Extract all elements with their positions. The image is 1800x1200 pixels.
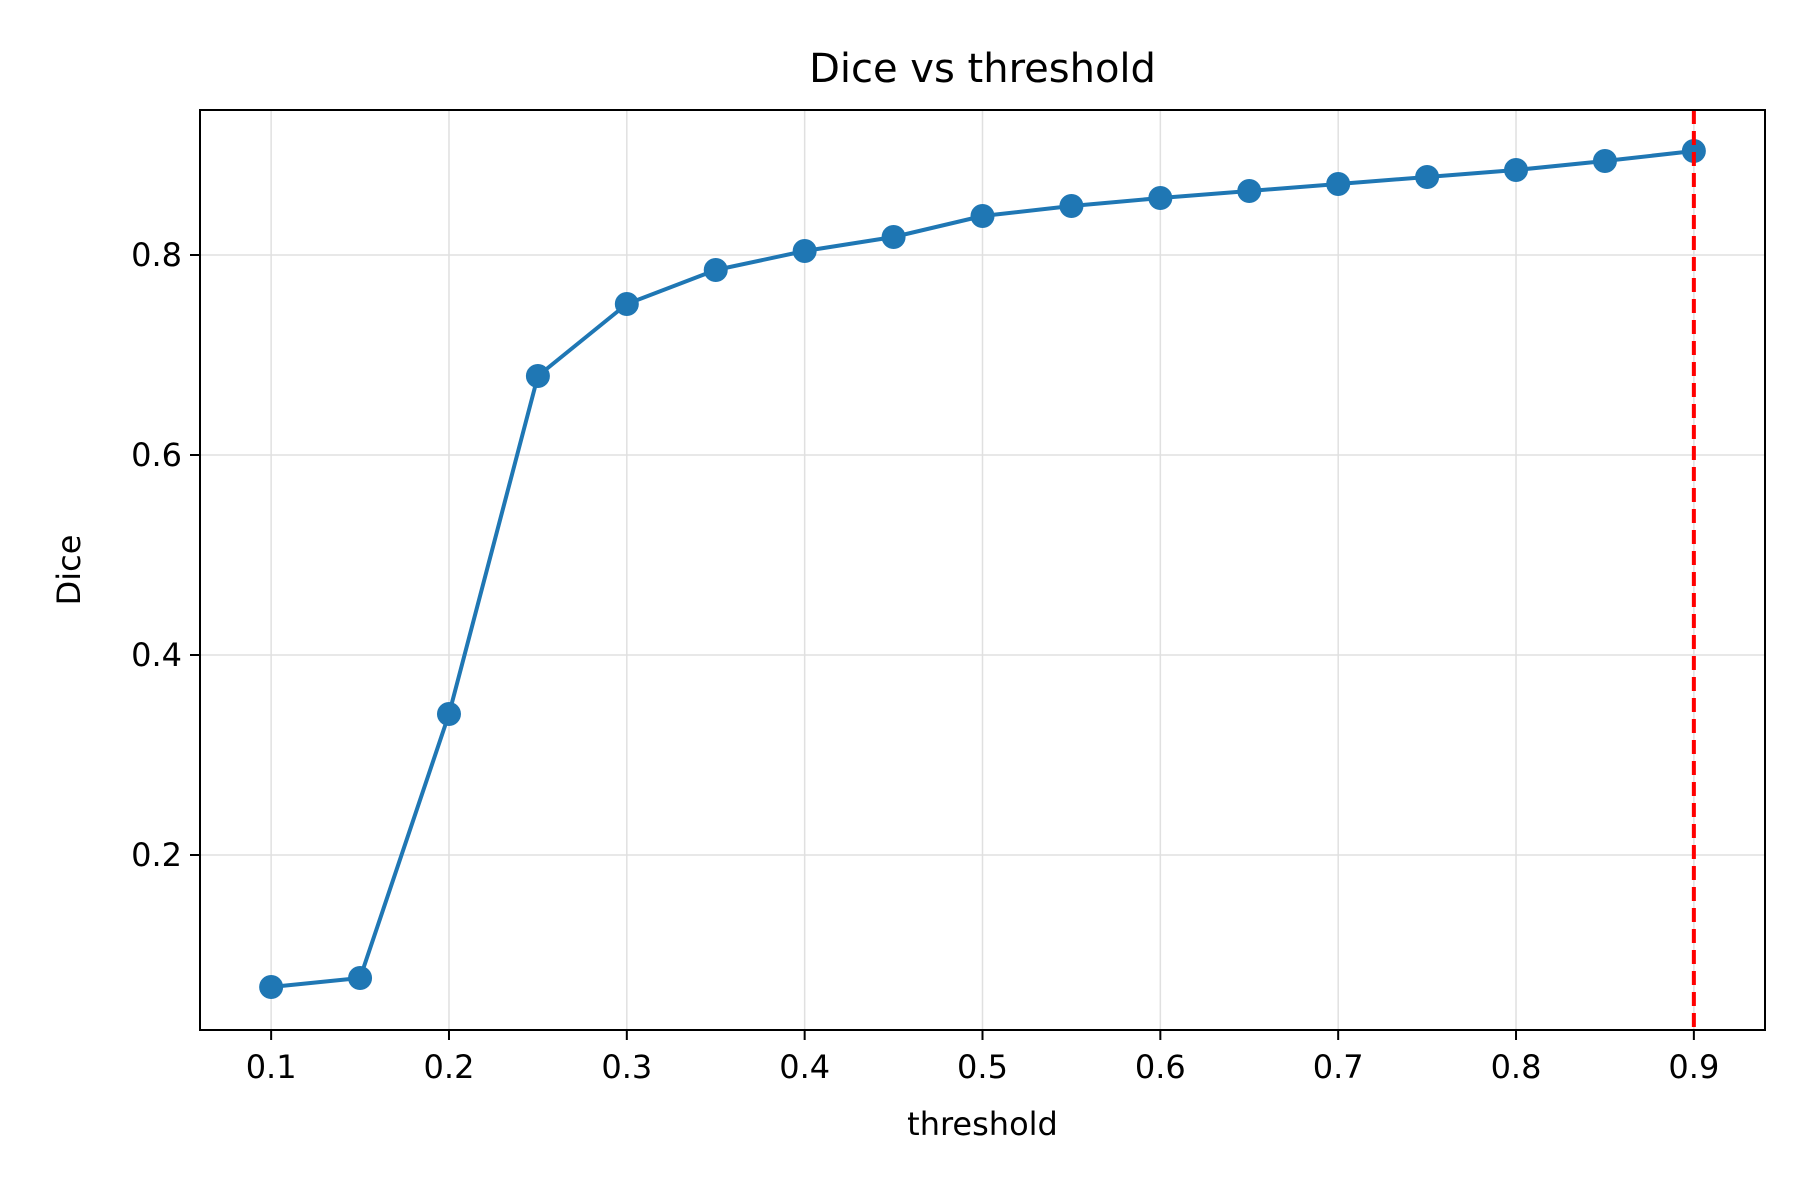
data-point bbox=[1681, 139, 1706, 163]
data-point bbox=[1415, 165, 1440, 189]
x-tick-label: 0.2 bbox=[424, 1048, 475, 1086]
data-point bbox=[1148, 186, 1173, 210]
grid bbox=[200, 110, 1765, 1030]
data-point bbox=[1504, 158, 1529, 182]
y-tick-label: 0.8 bbox=[131, 236, 182, 274]
y-tick-label: 0.2 bbox=[131, 836, 182, 874]
plot-area bbox=[259, 110, 1706, 1030]
data-point bbox=[1592, 149, 1617, 173]
x-tick-label: 0.1 bbox=[246, 1048, 297, 1086]
x-axis-label: threshold bbox=[907, 1105, 1058, 1143]
x-tick-label: 0.9 bbox=[1668, 1048, 1719, 1086]
x-tick-label: 0.6 bbox=[1135, 1048, 1186, 1086]
y-axis: 0.2 0.4 0.6 0.8 bbox=[131, 236, 200, 874]
data-point bbox=[614, 292, 639, 316]
x-tick-label: 0.4 bbox=[779, 1048, 830, 1086]
x-tick-label: 0.5 bbox=[957, 1048, 1008, 1086]
data-point bbox=[436, 702, 461, 726]
data-point bbox=[259, 975, 284, 999]
y-axis-label: Dice bbox=[50, 535, 88, 606]
x-tick-label: 0.7 bbox=[1313, 1048, 1364, 1086]
data-point bbox=[1059, 194, 1084, 218]
data-point bbox=[970, 204, 995, 228]
y-tick-label: 0.4 bbox=[131, 636, 182, 674]
chart-title: Dice vs threshold bbox=[809, 46, 1156, 92]
x-axis: 0.1 0.2 0.3 0.4 0.5 0.6 0.7 0.8 0.9 bbox=[246, 1030, 1719, 1086]
data-point bbox=[1237, 179, 1262, 203]
data-point bbox=[1326, 172, 1351, 196]
data-point bbox=[792, 239, 817, 263]
y-tick-label: 0.6 bbox=[131, 436, 182, 474]
data-point bbox=[525, 364, 550, 388]
data-point bbox=[348, 966, 373, 990]
data-point bbox=[881, 225, 906, 249]
x-tick-label: 0.8 bbox=[1491, 1048, 1542, 1086]
x-tick-label: 0.3 bbox=[601, 1048, 652, 1086]
data-point bbox=[703, 258, 728, 282]
